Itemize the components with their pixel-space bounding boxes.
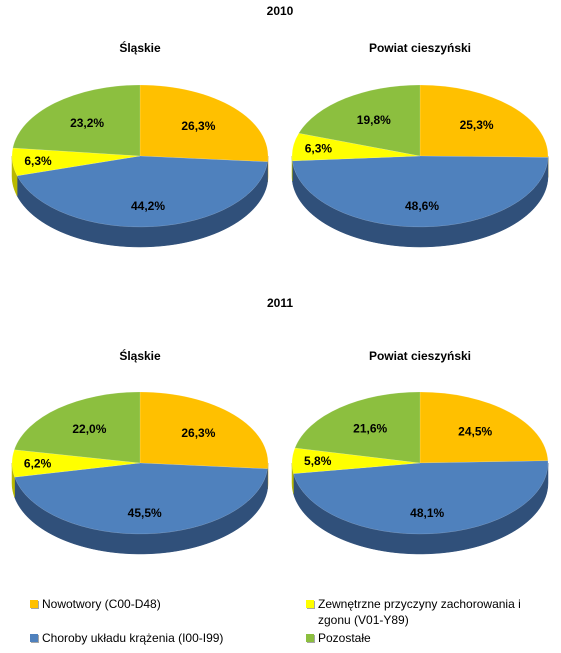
pie-label-nowotwory: 26,3%	[181, 426, 215, 440]
pie-label-pozostale: 22,0%	[72, 422, 106, 436]
pie-slice-zewnetrzne	[11, 449, 141, 478]
legend-swatch-zewnetrzne	[306, 600, 314, 608]
year-title-2010: 2010	[267, 4, 294, 18]
pie-charts-figure: 2010 2011 Śląskie 26,3% 44,2% 6,3% 23,2% Powiat…	[11, 4, 549, 555]
pie-slice-pozostale	[12, 84, 141, 157]
pie-chart-2011-powiat-cieszynski: Powiat cieszyński 24,5% 48,1% 5,8% 21,6%	[291, 349, 549, 555]
pie-title: Śląskie	[119, 40, 161, 55]
legend-label-pozostale: Pozostałe	[318, 631, 371, 645]
pie-label-choroby: 48,6%	[405, 199, 439, 213]
legend-item-pozostale: Pozostałe	[306, 630, 550, 646]
pie-slice-choroby	[14, 462, 268, 535]
pie-label-pozostale: 23,2%	[70, 116, 104, 130]
legend-item-nowotwory: Nowotwory (C00-D48)	[30, 596, 300, 612]
pie-slice-nowotwory	[419, 391, 549, 464]
pie-label-choroby: 48,1%	[410, 506, 444, 520]
pie-title: Śląskie	[119, 348, 161, 363]
legend-label-zewnetrzne: Zewnętrzne przyczyny zachorowania i zgon…	[318, 597, 521, 627]
pie-slice-zewnetrzne	[291, 132, 421, 162]
pie-title: Powiat cieszyński	[369, 349, 471, 363]
pie-slice-nowotwory	[139, 84, 269, 163]
pie-label-choroby: 45,5%	[128, 506, 162, 520]
pie-slice-nowotwory	[139, 391, 269, 470]
legend-swatch-nowotwory	[30, 600, 38, 608]
pie-label-nowotwory: 25,3%	[460, 118, 494, 132]
legend: Nowotwory (C00-D48) Zewnętrzne przyczyny…	[30, 592, 550, 650]
pie-slice-pozostale	[294, 391, 421, 464]
pie-label-nowotwory: 26,3%	[181, 119, 215, 133]
legend-label-nowotwory: Nowotwory (C00-D48)	[42, 597, 161, 611]
pie-chart-2010-slaskie: Śląskie 26,3% 44,2% 6,3% 23,2%	[11, 40, 269, 248]
pie-label-pozostale: 21,6%	[353, 422, 387, 436]
pie-label-zewnetrzne: 6,3%	[305, 142, 333, 156]
pie-label-nowotwory: 24,5%	[458, 424, 492, 438]
pie-slice-zewnetrzne	[291, 447, 421, 474]
pie-slice-choroby	[292, 155, 549, 228]
legend-swatch-choroby	[30, 634, 38, 642]
pie-slice-nowotwory	[419, 84, 549, 158]
legend-item-zewnetrzne: Zewnętrzne przyczyny zachorowania i zgon…	[306, 596, 550, 628]
pie-slice-choroby	[16, 155, 268, 228]
pie-slice-choroby	[293, 460, 549, 535]
pie-chart-2011-slaskie: Śląskie 26,3% 45,5% 6,2% 22,0%	[11, 348, 269, 555]
year-title-2011: 2011	[267, 296, 293, 310]
pie-slice-pozostale	[13, 391, 141, 464]
pie-label-zewnetrzne: 6,3%	[24, 154, 52, 168]
pie-slice-pozostale	[298, 84, 421, 157]
pie-label-pozostale: 19,8%	[357, 113, 391, 127]
legend-swatch-pozostale	[306, 634, 314, 642]
pie-label-zewnetrzne: 5,8%	[304, 454, 332, 468]
legend-label-choroby: Choroby układu krążenia (I00-I99)	[42, 631, 224, 645]
pie-label-choroby: 44,2%	[131, 199, 165, 213]
pie-title: Powiat cieszyński	[369, 41, 471, 55]
pie-slice-zewnetrzne	[11, 147, 141, 177]
legend-item-choroby: Choroby układu krążenia (I00-I99)	[30, 630, 300, 646]
pie-chart-2010-powiat-cieszynski: Powiat cieszyński 25,3% 48,6% 6,3% 19,8%	[291, 41, 549, 248]
pie-label-zewnetrzne: 6,2%	[24, 456, 52, 470]
